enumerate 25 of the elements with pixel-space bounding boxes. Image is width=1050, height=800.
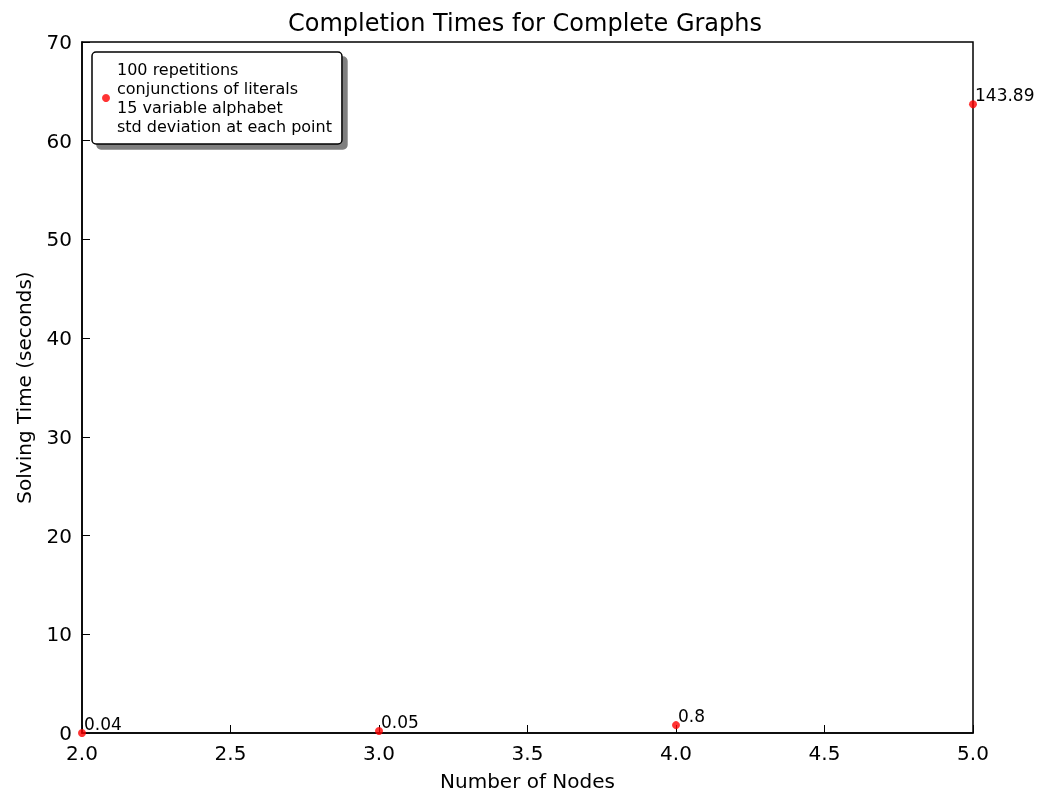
legend-label: 100 repetitions conjunctions of literals 15 variable alphabet std deviation at each point xyxy=(117,60,332,136)
annotation: 0.04 xyxy=(84,714,122,734)
point xyxy=(672,721,680,730)
x-tick-label: 3.5 xyxy=(511,741,544,765)
y-tick-label: 30 xyxy=(46,424,72,449)
y-axis-title: Solving Time (seconds) xyxy=(12,271,36,504)
y-tick-label: 20 xyxy=(46,523,72,548)
annotation: 0.05 xyxy=(381,712,419,733)
y-tick-label: 10 xyxy=(46,622,72,647)
chart-title: Completion Times for Complete Graphs xyxy=(288,9,762,37)
x-tick-label: 5.0 xyxy=(957,741,989,765)
point xyxy=(375,727,383,736)
point xyxy=(969,100,977,109)
x-tick-label: 2.5 xyxy=(214,741,247,765)
y-tick-label: 40 xyxy=(46,326,72,351)
annotation: 0.8 xyxy=(678,706,706,727)
point xyxy=(78,729,86,737)
y-tick-label: 50 xyxy=(46,227,72,252)
x-axis-title: Number of Nodes xyxy=(440,769,615,793)
x-tick-label: 4.0 xyxy=(660,741,692,765)
y-tick-label: 60 xyxy=(46,128,72,153)
y-tick-label: 70 xyxy=(46,30,72,54)
annotation: 143.89 xyxy=(975,85,1035,106)
x-tick-label: 3.0 xyxy=(363,741,395,765)
x-tick-label: 4.5 xyxy=(808,741,841,765)
